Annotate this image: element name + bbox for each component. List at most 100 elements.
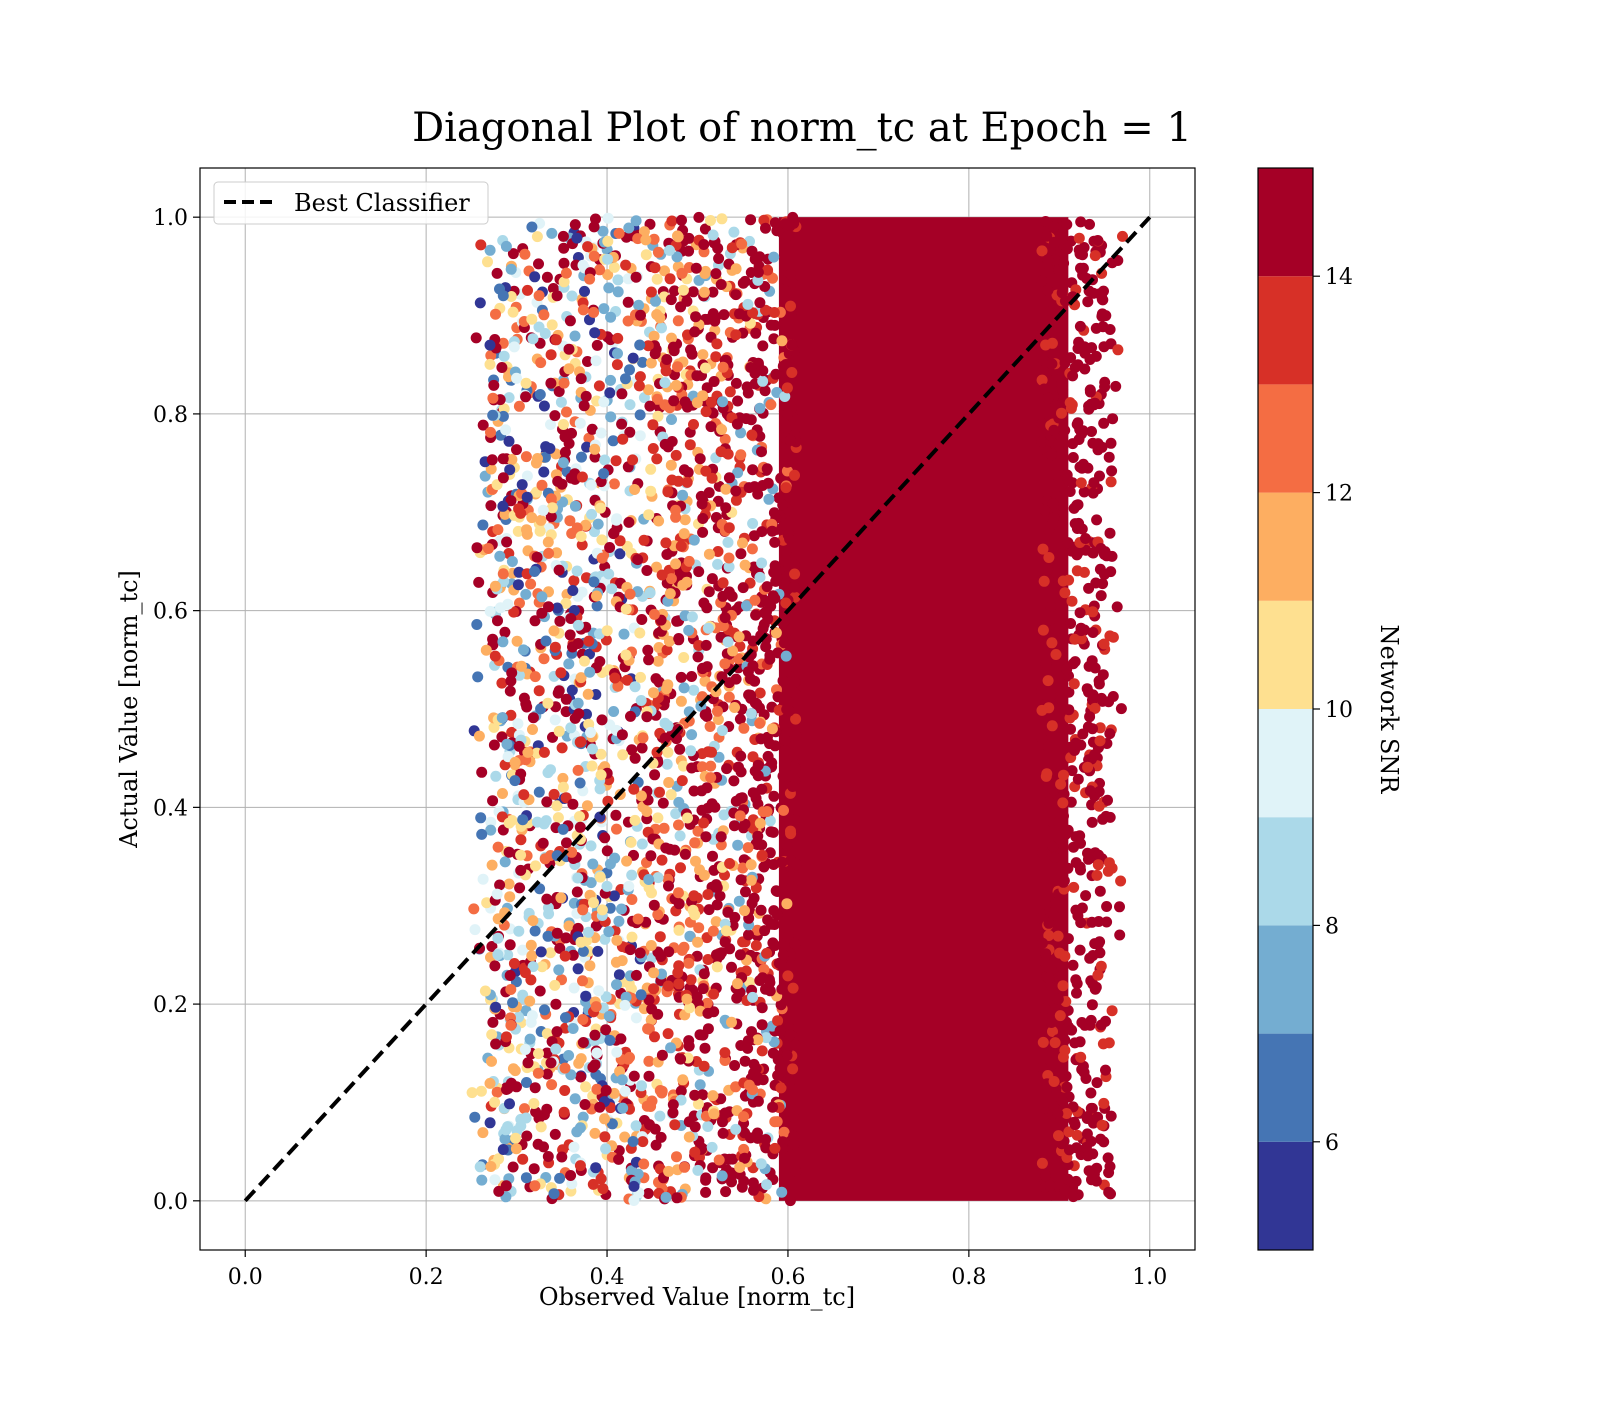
scatter-point (784, 1076, 796, 1088)
scatter-point (574, 811, 585, 822)
scatter-point (779, 745, 791, 757)
scatter-point (484, 605, 496, 617)
scatter-point (550, 998, 562, 1010)
scatter-point (1067, 370, 1079, 382)
scatter-point (642, 1023, 654, 1035)
scatter-point (1063, 704, 1075, 716)
scatter-point (575, 531, 587, 542)
scatter-point (542, 930, 554, 942)
scatter-point (1048, 221, 1060, 233)
scatter-point (699, 1042, 711, 1054)
scatter-point (511, 444, 522, 456)
scatter-point (528, 1098, 540, 1109)
scatter-point (712, 558, 724, 570)
scatter-point (731, 992, 743, 1004)
scatter-point (752, 830, 764, 842)
scatter-point (497, 472, 509, 484)
scatter-point (715, 839, 727, 851)
scatter-point (684, 930, 696, 942)
scatter-point (1085, 1014, 1097, 1026)
scatter-point (723, 522, 735, 534)
scatter-point (560, 597, 572, 609)
scatter-point (486, 859, 498, 871)
scatter-point (1036, 1157, 1048, 1169)
scatter-point (645, 485, 657, 497)
scatter-point (577, 945, 589, 957)
scatter-point (546, 319, 558, 331)
scatter-point (1091, 1077, 1103, 1089)
scatter-point (651, 393, 663, 405)
scatter-point (1047, 1026, 1058, 1037)
scatter-point (587, 858, 599, 870)
scatter-point (676, 775, 688, 787)
scatter-point (529, 925, 541, 937)
scatter-point (572, 619, 584, 631)
scatter-point (1061, 1108, 1073, 1119)
scatter-point (527, 333, 539, 345)
scatter-point (715, 831, 727, 843)
scatter-point (595, 427, 607, 439)
scatter-point (582, 241, 594, 253)
scatter-point (506, 556, 518, 567)
scatter-point (712, 714, 724, 725)
scatter-point (683, 555, 695, 567)
scatter-point (1048, 909, 1060, 921)
scatter-point (1080, 533, 1091, 544)
scatter-point (670, 558, 682, 570)
scatter-point (723, 561, 735, 573)
scatter-point (489, 1096, 501, 1108)
scatter-point (580, 990, 592, 1002)
scatter-point (776, 959, 788, 971)
y-axis-ticks: 0.0 0.2 0.4 0.6 0.8 1.0 (153, 206, 200, 1215)
scatter-point (488, 739, 500, 751)
scatter-point (731, 418, 743, 430)
scatter-point (545, 377, 557, 389)
scatter-point (717, 620, 729, 632)
scatter-point (521, 470, 533, 482)
scatter-point (697, 983, 709, 995)
scatter-point (747, 751, 759, 763)
scatter-point (610, 809, 622, 821)
scatter-point (1066, 595, 1078, 607)
scatter-point (748, 1184, 759, 1196)
scatter-point (553, 685, 565, 697)
scatter-point (497, 453, 509, 465)
scatter-point (645, 463, 657, 475)
scatter-point (778, 637, 790, 649)
scatter-point (1064, 397, 1076, 409)
scatter-point (665, 294, 677, 306)
scatter-point (648, 967, 660, 979)
scatter-point (1089, 749, 1101, 761)
scatter-point (473, 576, 485, 588)
scatter-point (551, 290, 563, 302)
scatter-point (661, 644, 673, 656)
scatter-point (1084, 384, 1096, 396)
scatter-point (1074, 1036, 1086, 1048)
scatter-point (672, 475, 684, 487)
scatter-point (518, 644, 529, 656)
scatter-point (509, 756, 521, 768)
scatter-point (505, 709, 517, 721)
scatter-point (477, 1127, 489, 1139)
scatter-point (647, 419, 659, 431)
scatter-point (585, 727, 596, 738)
scatter-point (530, 457, 542, 469)
scatter-point (594, 264, 606, 276)
scatter-point (524, 995, 536, 1007)
scatter-point (486, 941, 498, 952)
scatter-point (755, 733, 767, 745)
scatter-point (1067, 452, 1079, 463)
scatter-point (660, 842, 672, 854)
scatter-point (602, 795, 614, 807)
scatter-point (1046, 449, 1057, 461)
scatter-point (595, 769, 607, 781)
scatter-point (1097, 1038, 1109, 1050)
scatter-point (776, 983, 788, 995)
scatter-point (572, 697, 584, 709)
colorbar-segment-0 (1258, 1141, 1313, 1250)
scatter-point (549, 410, 561, 422)
scatter-point (643, 994, 655, 1006)
scatter-point (1039, 1003, 1051, 1015)
scatter-point (621, 855, 633, 867)
scatter-point (560, 1012, 571, 1024)
